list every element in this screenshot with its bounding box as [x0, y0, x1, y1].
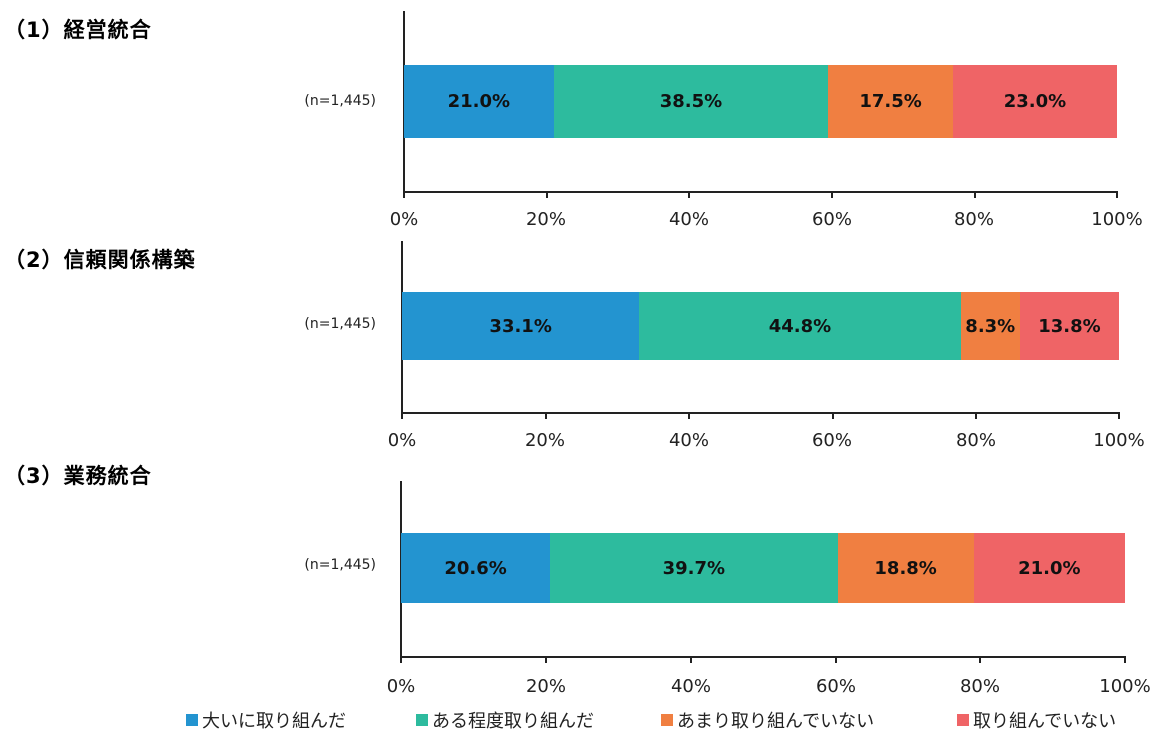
segment-greatly: 33.1%: [402, 292, 640, 360]
chart-2-stacked-bar: 33.1% 44.8% 8.3% 13.8%: [402, 292, 1119, 360]
chart-3-title: （3）業務統合: [4, 464, 152, 488]
legend-item-greatly: 大いに取り組んだ: [186, 707, 346, 733]
tick: [545, 656, 547, 663]
segment-little: 18.8%: [837, 533, 974, 603]
legend-label: ある程度取り組んだ: [432, 711, 594, 732]
chart-2-title: （2）信頼関係構築: [4, 248, 196, 272]
tick-label: 60%: [811, 430, 852, 451]
segment-somewhat: 39.7%: [550, 533, 838, 603]
tick: [401, 412, 403, 419]
tick: [690, 656, 692, 663]
segment-little: 17.5%: [828, 65, 953, 138]
tick: [403, 191, 405, 198]
legend-item-little: あまり取り組んでいない: [661, 707, 874, 733]
chart-3-stacked-bar: 20.6% 39.7% 18.8% 21.0%: [401, 533, 1125, 603]
legend-label: 大いに取り組んだ: [202, 711, 346, 732]
tick-label: 80%: [959, 676, 1000, 697]
tick-label: 40%: [668, 430, 709, 451]
chart-3-x-axis: [400, 656, 1125, 658]
tick: [979, 656, 981, 663]
chart-1-x-axis: [403, 191, 1118, 193]
tick-label: 20%: [525, 676, 566, 697]
tick: [975, 412, 977, 419]
legend-label: あまり取り組んでいない: [677, 711, 875, 732]
tick: [831, 191, 833, 198]
tick: [688, 412, 690, 419]
legend-swatch-icon: [661, 714, 673, 726]
legend-swatch-icon: [957, 714, 969, 726]
tick-label: 80%: [955, 430, 996, 451]
segment-none: 13.8%: [1020, 292, 1119, 360]
segment-none: 23.0%: [952, 65, 1117, 138]
legend: 大いに取り組んだ ある程度取り組んだ あまり取り組んでいない 取り組んでいない: [0, 707, 1154, 732]
tick: [545, 412, 547, 419]
segment-none: 21.0%: [973, 533, 1125, 603]
chart-2-n-label: (n=1,445): [304, 316, 376, 332]
segment-greatly: 21.0%: [404, 65, 554, 138]
tick-label: 40%: [668, 209, 709, 230]
tick-label: 40%: [670, 676, 711, 697]
tick: [1124, 656, 1126, 663]
tick-label: 0%: [386, 676, 416, 697]
tick-label: 100%: [1093, 430, 1145, 451]
tick-label: 20%: [525, 209, 566, 230]
legend-item-none: 取り組んでいない: [957, 707, 1116, 733]
chart-3-n-label: (n=1,445): [304, 557, 376, 573]
legend-swatch-icon: [416, 714, 428, 726]
tick: [835, 656, 837, 663]
chart-1-n-label: (n=1,445): [304, 93, 376, 109]
tick: [832, 412, 834, 419]
segment-little: 8.3%: [960, 292, 1021, 360]
chart-2-y-axis: [401, 241, 403, 413]
tick-label: 80%: [953, 209, 994, 230]
segment-somewhat: 38.5%: [553, 65, 829, 138]
segment-greatly: 20.6%: [401, 533, 551, 603]
chart-3-y-axis: [400, 481, 402, 657]
segment-somewhat: 44.8%: [639, 292, 961, 360]
tick-label: 60%: [811, 209, 852, 230]
tick-label: 100%: [1099, 676, 1151, 697]
chart-2-x-axis: [401, 412, 1119, 414]
tick-label: 100%: [1091, 209, 1143, 230]
chart-1-stacked-bar: 21.0% 38.5% 17.5% 23.0%: [404, 65, 1117, 138]
tick: [974, 191, 976, 198]
tick-label: 0%: [389, 209, 419, 230]
tick-label: 20%: [524, 430, 565, 451]
tick: [400, 656, 402, 663]
legend-item-somewhat: ある程度取り組んだ: [416, 707, 594, 733]
chart-1-y-axis: [403, 11, 405, 192]
legend-label: 取り組んでいない: [973, 711, 1117, 732]
tick-label: 0%: [387, 430, 417, 451]
tick: [688, 191, 690, 198]
chart-1-title: （1）経営統合: [4, 18, 152, 42]
tick: [1118, 412, 1120, 419]
legend-swatch-icon: [186, 714, 198, 726]
tick: [546, 191, 548, 198]
tick-label: 60%: [815, 676, 856, 697]
tick: [1116, 191, 1118, 198]
